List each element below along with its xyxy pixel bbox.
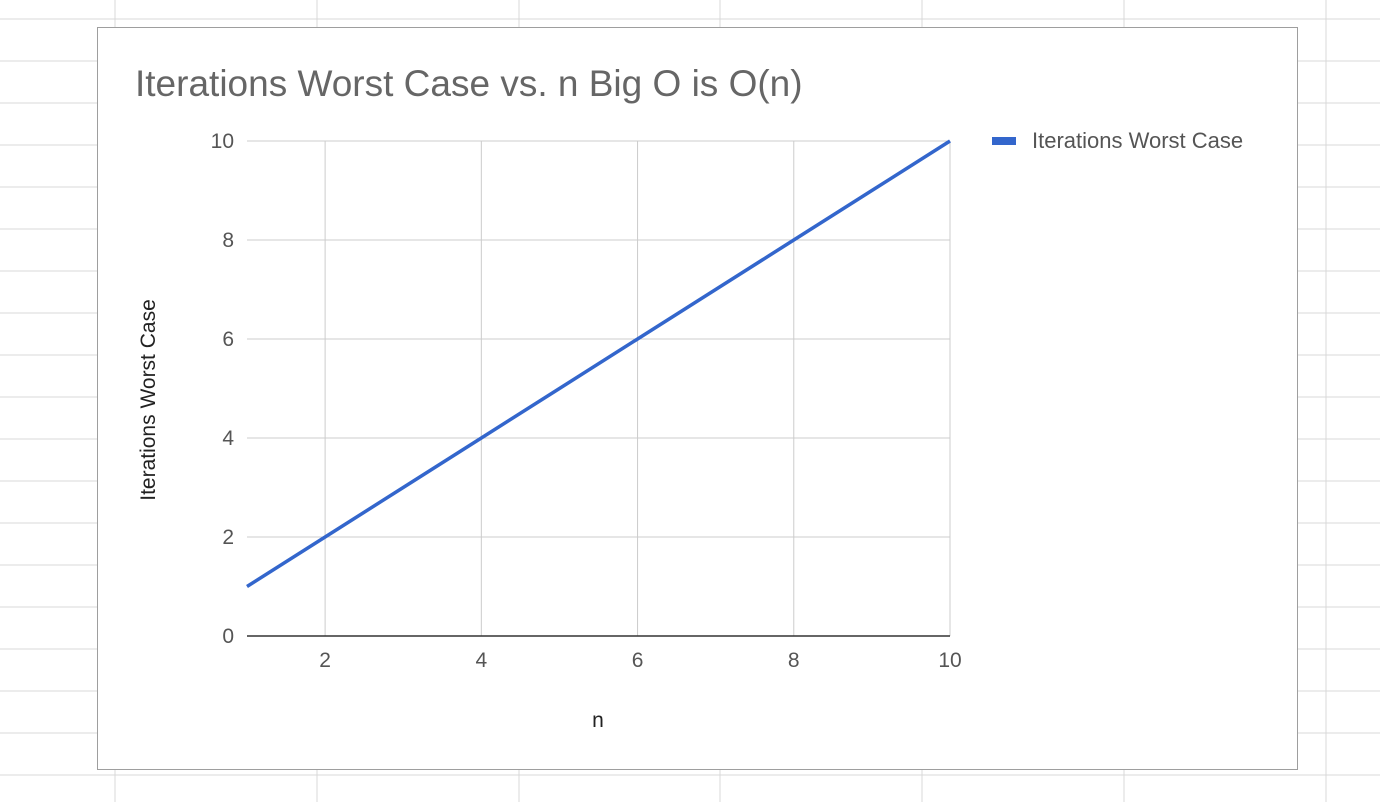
series-layer — [246, 139, 951, 588]
chart-container[interactable] — [97, 27, 1298, 770]
y-tick-label: 0 — [222, 625, 234, 648]
legend-label: Iterations Worst Case — [1032, 128, 1243, 153]
legend: Iterations Worst Case — [992, 128, 1243, 153]
x-tick-label: 8 — [788, 649, 800, 672]
series-line — [246, 139, 951, 588]
gridlines — [247, 140, 951, 636]
y-tick-label: 2 — [222, 526, 234, 549]
x-tick-labels: 2 4 6 8 10 — [319, 649, 961, 672]
x-axis-label: n — [592, 709, 604, 732]
y-tick-label: 6 — [222, 328, 234, 351]
y-tick-label: 8 — [222, 229, 234, 252]
x-tick-label: 4 — [475, 649, 487, 672]
y-tick-labels: 0 2 4 6 8 10 — [211, 130, 235, 648]
legend-swatch — [992, 137, 1016, 145]
x-tick-label: 10 — [938, 649, 961, 672]
y-tick-label: 10 — [211, 130, 234, 153]
chart-title: Iterations Worst Case vs. n Big O is O(n… — [135, 63, 803, 104]
x-tick-label: 6 — [632, 649, 644, 672]
x-tick-label: 2 — [319, 649, 331, 672]
y-tick-label: 4 — [222, 427, 234, 450]
y-axis-label: Iterations Worst Case — [137, 299, 160, 501]
